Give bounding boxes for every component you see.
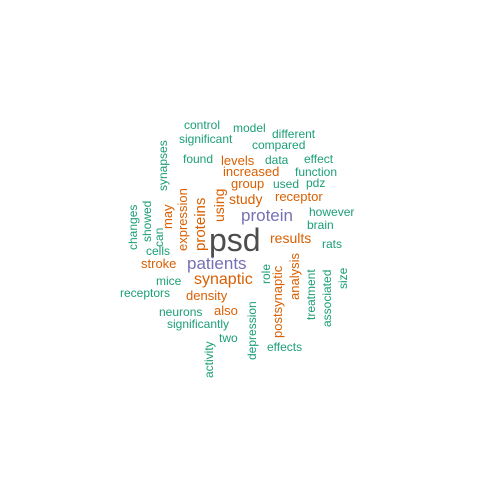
word-patients: patients [187, 254, 247, 273]
word-using: using [211, 188, 227, 222]
word-synapses: synapses [156, 140, 170, 191]
word-synaptic: synaptic [194, 271, 253, 288]
word-activity: activity [202, 341, 216, 378]
word-effects: effects [267, 340, 303, 354]
word-results: results [270, 230, 312, 246]
word-psd: psd [209, 222, 261, 258]
word-expression: expression [175, 188, 190, 251]
word-changes: changes [126, 204, 140, 250]
word-also: also [214, 303, 238, 318]
word-function: function [295, 165, 338, 179]
word-effect: effect [304, 152, 334, 166]
word-neurons: neurons [159, 305, 203, 319]
word-data: data [265, 153, 289, 167]
word-associated: associated [320, 269, 334, 327]
word-proteins: proteins [192, 197, 209, 251]
word-increased: increased [223, 164, 280, 179]
word-model: model [233, 121, 266, 135]
word-pdz: pdz [306, 176, 326, 190]
word-size: size [336, 267, 350, 289]
word-two: two [219, 331, 238, 345]
word-role: role [259, 263, 273, 284]
word-used: used [273, 177, 300, 191]
word-density: density [186, 288, 228, 303]
word-analysis: analysis [287, 253, 302, 300]
word-levels: levels [221, 153, 255, 168]
word-study: study [229, 191, 263, 207]
word-receptor: receptor [275, 189, 323, 204]
word-stroke: stroke [141, 256, 177, 271]
word-cells: cells [146, 244, 171, 258]
word-significant: significant [179, 132, 233, 146]
word-found: found [183, 152, 214, 166]
word-may: may [160, 204, 175, 229]
word-protein: protein [241, 206, 293, 225]
word-rats: rats [322, 237, 343, 251]
word-compared: compared [252, 138, 306, 152]
word-control: control [184, 118, 221, 132]
word-significantly: significantly [167, 317, 230, 331]
word-treatment: treatment [304, 269, 318, 320]
word-mice: mice [156, 274, 182, 288]
word-brain: brain [307, 218, 334, 232]
word-receptors: receptors [120, 286, 171, 300]
word-different: different [272, 127, 316, 141]
word-however: however [309, 205, 355, 219]
word-group: group [231, 176, 265, 191]
word-depression: depression [245, 301, 259, 360]
